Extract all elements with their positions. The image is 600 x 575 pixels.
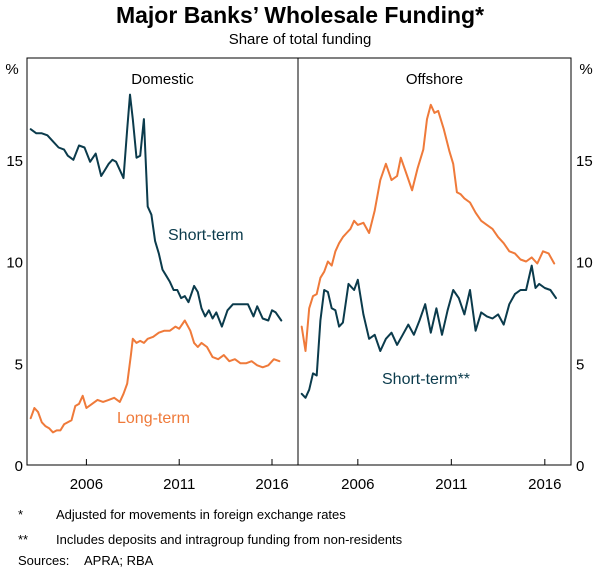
- footnote-1-text: Adjusted for movements in foreign exchan…: [56, 507, 346, 522]
- domestic-long-term-label: Long-term: [117, 410, 190, 427]
- footnote-2-mark: **: [18, 532, 29, 547]
- domestic-long-term-line: [29, 319, 281, 434]
- offshore-long-term-line: [300, 103, 556, 352]
- chart-area: Domestic 2006 2011 2016 0 5 10 15% Short-term Lon…: [5, 57, 593, 493]
- footnote-1: * Adjusted for movements in foreign excha…: [18, 507, 346, 523]
- footnote-1-mark: *: [18, 507, 24, 522]
- domestic-x-tick-label: 2006: [70, 476, 103, 493]
- footnote-2-text: Includes deposits and intragroup funding…: [56, 532, 403, 547]
- left-y-axis-unit: %: [5, 61, 18, 78]
- footnote-2: ** Includes deposits and intragroup fundi…: [18, 532, 402, 548]
- chart-title: Major Banks’ Wholesale Funding*: [115, 2, 485, 28]
- left-y-tick-label: 10: [6, 255, 23, 272]
- chart-subtitle: Share of total funding: [228, 31, 372, 48]
- offshore-short-term-line: [300, 264, 557, 399]
- sources-label: Sources:: [18, 553, 70, 568]
- offshore-short-term-label: Short-term**: [382, 371, 470, 388]
- offshore-panel-title: Offshore: [406, 71, 463, 88]
- offshore-x-tick-label: 2011: [435, 476, 467, 493]
- domestic-panel-title: Domestic: [131, 71, 194, 88]
- domestic-x-tick-label: 2016: [255, 476, 288, 493]
- sources-text: APRA; RBA: [84, 553, 154, 568]
- offshore-x-tick-label: 2006: [341, 476, 374, 493]
- left-y-tick-label: 15: [6, 153, 23, 170]
- domestic-x-tick-label: 2011: [163, 476, 195, 493]
- right-y-tick-label: 0: [576, 458, 584, 475]
- right-y-axis-unit: %: [579, 61, 592, 78]
- domestic-short-term-line: [29, 93, 283, 328]
- offshore-x-tick-label: 2016: [528, 476, 561, 493]
- right-y-tick-label: 5: [576, 356, 584, 373]
- right-y-tick-label: 10: [576, 255, 593, 272]
- left-y-tick-label: 5: [15, 356, 23, 373]
- sources-line: Sources: APRA; RBA: [18, 553, 153, 569]
- right-y-tick-label: 15: [576, 153, 593, 170]
- left-y-tick-label: 0: [15, 458, 23, 475]
- domestic-short-term-label: Short-term: [168, 227, 244, 244]
- plot-frame: [26, 57, 572, 466]
